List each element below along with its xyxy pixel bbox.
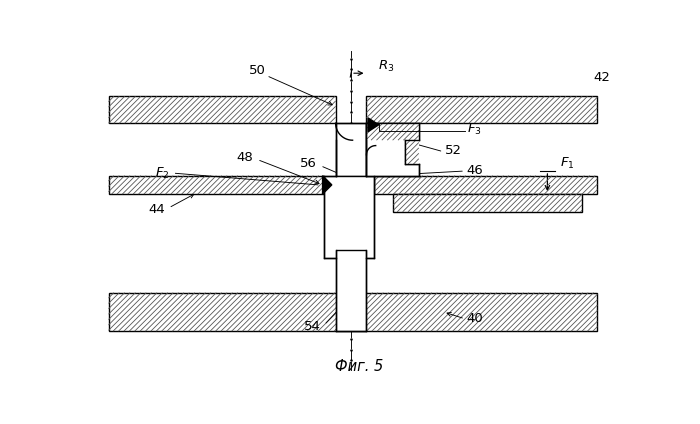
Text: $R_3$: $R_3$ [377, 59, 394, 74]
Text: 52: 52 [445, 144, 462, 157]
Bar [108, 293, 598, 331]
Text: $F_2$: $F_2$ [155, 166, 169, 181]
Polygon shape [323, 176, 332, 194]
Bar [324, 176, 374, 258]
Bar [336, 123, 367, 176]
Text: 42: 42 [594, 70, 610, 84]
Bar [393, 194, 582, 212]
Text: $F_1$: $F_1$ [561, 156, 575, 171]
Text: 56: 56 [300, 157, 316, 170]
Text: 50: 50 [248, 64, 265, 78]
Bar [108, 96, 336, 123]
Bar [367, 96, 598, 123]
Text: 44: 44 [148, 203, 164, 216]
Bar [336, 250, 367, 331]
Text: 54: 54 [304, 320, 321, 333]
Bar [367, 123, 419, 140]
Bar [405, 140, 419, 164]
Text: 46: 46 [466, 165, 483, 178]
Bar [374, 176, 598, 194]
Text: $F_3$: $F_3$ [466, 122, 482, 137]
Text: 48: 48 [237, 151, 253, 165]
Text: Фиг. 5: Фиг. 5 [335, 359, 383, 374]
Bar [108, 176, 324, 194]
Polygon shape [367, 123, 419, 176]
Polygon shape [368, 118, 379, 132]
Text: 40: 40 [466, 312, 483, 325]
